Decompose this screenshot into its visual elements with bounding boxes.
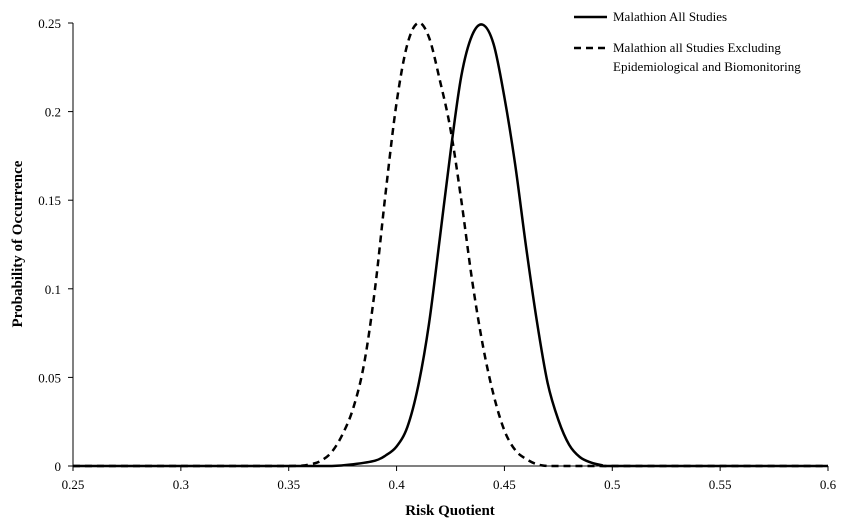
legend-label-excluding-line2: Epidemiological and Biomonitoring [613, 59, 801, 74]
series-line-all-studies [73, 23, 828, 468]
y-axis-title: Probability of Occurrence [10, 160, 26, 327]
x-tick-label: 0.3 [173, 477, 189, 492]
x-tick-label: 0.4 [388, 477, 405, 492]
series-layer [73, 21, 828, 468]
y-tick-label: 0 [55, 459, 62, 474]
y-tick-label: 0.05 [38, 370, 61, 385]
axes [72, 23, 828, 467]
legend-label-excluding-line1: Malathion all Studies Excluding [613, 40, 781, 55]
legend-label-all-studies: Malathion All Studies [613, 9, 727, 24]
y-ticks: 0 0.05 0.1 0.15 0.2 0.25 [38, 16, 73, 474]
x-tick-label: 0.25 [62, 477, 85, 492]
x-tick-label: 0.6 [820, 477, 837, 492]
x-ticks: 0.25 0.3 0.35 0.4 0.45 0.5 0.55 0.6 [62, 466, 837, 492]
x-tick-label: 0.45 [493, 477, 516, 492]
y-tick-label: 0.15 [38, 193, 61, 208]
series-line-excluding [73, 21, 828, 468]
x-axis-title: Risk Quotient [405, 503, 495, 519]
x-tick-label: 0.5 [604, 477, 620, 492]
x-tick-label: 0.35 [277, 477, 300, 492]
x-tick-label: 0.55 [709, 477, 732, 492]
legend: Malathion All Studies Malathion all Stud… [574, 9, 801, 74]
y-tick-label: 0.2 [45, 105, 61, 120]
y-tick-label: 0.1 [45, 282, 61, 297]
y-tick-label: 0.25 [38, 16, 61, 31]
